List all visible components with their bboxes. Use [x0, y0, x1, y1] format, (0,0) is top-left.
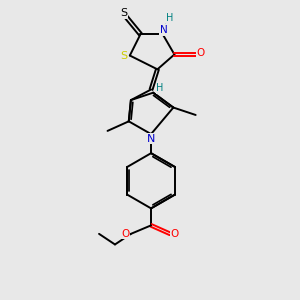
Text: S: S [120, 50, 128, 61]
Text: H: H [167, 14, 174, 23]
Text: O: O [196, 48, 204, 59]
Text: N: N [147, 134, 155, 144]
Text: H: H [156, 83, 164, 93]
Text: N: N [160, 25, 168, 35]
Text: S: S [120, 8, 127, 18]
Text: O: O [171, 229, 179, 239]
Text: O: O [122, 229, 130, 239]
